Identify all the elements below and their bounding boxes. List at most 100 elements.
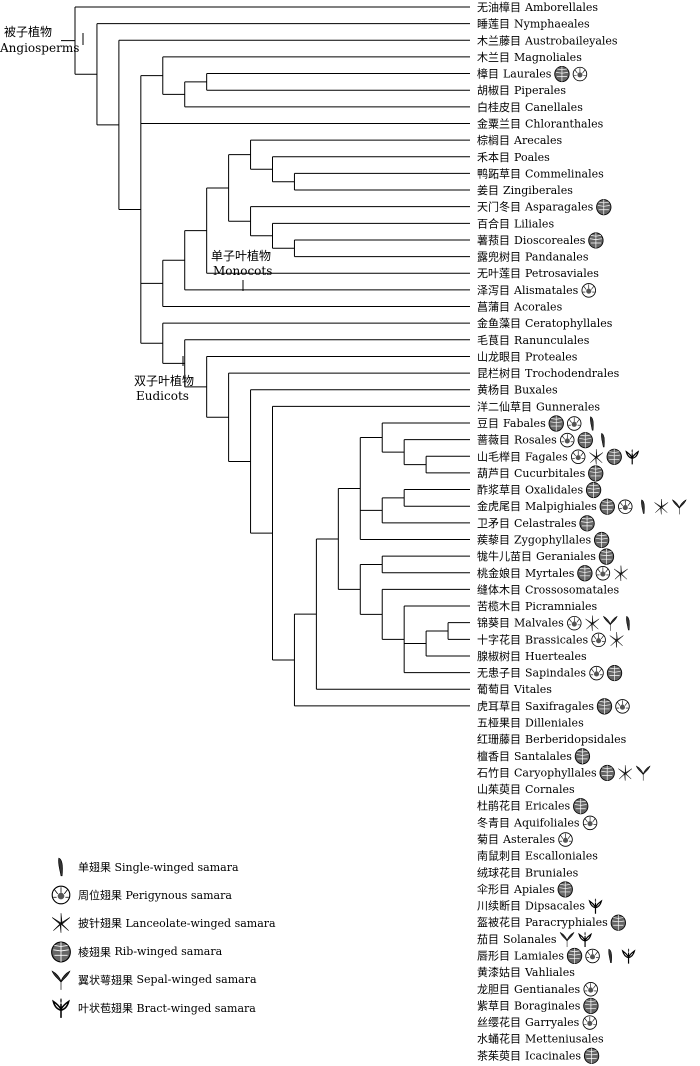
order-name-zh: 五桠果目	[477, 716, 521, 730]
order-name-zh: 伞形目	[477, 882, 510, 896]
legend-label-zh: 叶状苞翅果	[78, 1002, 133, 1016]
order-name-zh: 姜目	[477, 183, 499, 197]
order-name-en: Gunnerales	[536, 400, 600, 413]
bract-winged-samara-icon	[52, 998, 70, 1018]
perigynous-samara-icon	[558, 832, 573, 847]
order-name-en: Chloranthales	[525, 117, 604, 130]
order-name-en: Saxifragales	[525, 700, 594, 713]
order-name-zh: 蔷薇目	[477, 434, 510, 447]
lanceolate-winged-samara-icon	[52, 913, 70, 934]
order-label: 蒺藜目 Zygophyllales	[477, 533, 591, 546]
sepal-winged-samara-icon	[603, 615, 618, 631]
order-name-en: Ranunculales	[514, 334, 590, 347]
order-name-en: Santalales	[514, 750, 572, 763]
order-label: 金粟兰目 Chloranthales	[477, 116, 604, 130]
perigynous-samara-icon	[582, 1015, 598, 1030]
order-label: 木兰目 Magnoliales	[477, 51, 582, 64]
order-label: 蔷薇目 Rosales	[477, 434, 557, 447]
legend-item-sepal: 翼状萼翅果 Sepal-winged samara	[50, 966, 310, 994]
order-name-zh: 金粟兰目	[477, 116, 521, 130]
order-name-zh: 禾本目	[477, 150, 510, 164]
angiosperms-en: Angiosperms	[0, 41, 79, 55]
single-winged-samara-icon	[608, 948, 612, 964]
order-name-en: Oxalidales	[525, 484, 583, 497]
bract-winged-samara-icon	[621, 948, 636, 964]
monocots-zh: 单子叶植物	[211, 248, 271, 263]
order-name-zh: 冬青目	[477, 815, 510, 829]
order-name-zh: 卫矛目	[477, 517, 510, 530]
order-name-zh: 葫芦目	[477, 467, 510, 480]
order-name-en: Bruniales	[525, 866, 579, 879]
order-labels: 无油樟目 Amborellales 睡莲目 Nymphaeales 木兰藤目 Austro…	[477, 0, 627, 1062]
order-name-zh: 苦榄木目	[477, 600, 521, 613]
order-label: 卫矛目 Celastrales	[477, 517, 577, 530]
order-name-en: Piperales	[514, 84, 566, 97]
order-name-en: Pandanales	[525, 251, 589, 264]
order-label: 五桠果目 Dilleniales	[477, 716, 584, 730]
order-name-zh: 茶茱萸目	[477, 1049, 521, 1062]
order-name-zh: 龙胆目	[477, 983, 510, 996]
order-name-en: Metteniusales	[525, 1033, 604, 1046]
order-name-zh: 川续断目	[477, 899, 521, 913]
legend-label-en: Sepal-winged samara	[136, 973, 257, 987]
order-name-en: Laurales	[503, 68, 552, 81]
order-label: 山毛榉目 Fagales	[477, 449, 568, 463]
legend-label-en: Single-winged samara	[114, 860, 239, 874]
bract-winged-samara-icon	[625, 449, 640, 465]
order-label: 昆栏树目 Trochodendrales	[477, 366, 620, 380]
order-name-zh: 唇形目	[477, 949, 510, 962]
rib-winged-samara-icon	[566, 947, 583, 965]
order-label: 石竹目 Caryophyllales	[477, 765, 597, 779]
order-name-zh: 十字花目	[477, 632, 521, 646]
eudicots-en: Eudicots	[136, 389, 189, 403]
legend-label-en: Perigynous samara	[125, 888, 232, 902]
order-label: 木兰藤目 Austrobaileyales	[477, 34, 618, 47]
perigynous-samara-icon	[615, 699, 630, 714]
order-name-en: Buxales	[514, 384, 558, 397]
order-name-en: Vitales	[513, 683, 552, 696]
order-label: 樟目 Laurales	[477, 67, 552, 81]
single-winged-samara-icon	[590, 416, 594, 431]
perigynous-samara-icon	[595, 566, 611, 581]
order-name-zh: 无患子目	[477, 667, 521, 680]
order-label: 水蛹花目 Metteniusales	[477, 1033, 604, 1046]
legend-label-en: Lanceolate-winged samara	[125, 916, 276, 930]
order-label: 天门冬目 Asparagales	[477, 200, 594, 214]
order-label: 缝体木目 Crossosomatales	[477, 582, 619, 596]
bract-winged-samara-icon	[588, 898, 603, 914]
order-name-en: Boraginales	[514, 999, 581, 1012]
order-name-en: Asterales	[502, 833, 555, 846]
perigynous-samara-icon	[567, 615, 582, 631]
order-name-zh: 金虎尾目	[477, 499, 521, 513]
order-name-zh: 黄漆姑目	[477, 965, 521, 979]
order-label: 葫芦目 Cucurbitales	[477, 467, 586, 480]
legend-label-zh: 披针翅果	[78, 917, 122, 931]
order-label: 山茱萸目 Cornales	[477, 783, 575, 796]
order-name-zh: 紫草目	[477, 999, 510, 1012]
order-name-en: Aquifoliales	[513, 816, 580, 829]
order-name-zh: 菖蒲目	[477, 300, 510, 314]
perigynous-samara-icon	[51, 885, 71, 905]
legend-item-rib: 棱翅果 Rib-winged samara	[50, 938, 310, 966]
order-label: 苦榄木目 Picramniales	[477, 600, 598, 613]
tree-branches	[61, 6, 470, 707]
order-label: 白桂皮目 Canellales	[477, 100, 583, 114]
order-name-en: Dioscoreales	[514, 234, 586, 247]
order-label: 茄目 Solanales	[477, 932, 557, 946]
order-name-zh: 酢浆草目	[477, 483, 521, 497]
rib-winged-samara-icon	[554, 65, 570, 83]
order-name-zh: 山茱萸目	[477, 783, 521, 796]
order-label: 腺椒树目 Huerteales	[477, 649, 587, 663]
order-name-zh: 山毛榉目	[477, 449, 521, 463]
order-name-zh: 睡莲目	[477, 18, 510, 31]
rib-winged-samara-icon	[606, 665, 623, 682]
order-label: 盔被花目 Paracryphiales	[477, 915, 608, 929]
order-name-zh: 葡萄目	[477, 683, 510, 696]
legend: 单翅果 Single-winged samara 周位翅果 Perigynous…	[50, 853, 310, 1022]
order-name-en: Rosales	[514, 434, 557, 447]
order-name-en: Fagales	[525, 450, 568, 463]
perigynous-samara-icon	[589, 665, 604, 681]
order-name-zh: 金鱼藻目	[477, 316, 521, 330]
order-name-zh: 牻牛儿苗目	[477, 549, 532, 563]
order-name-en: Petrosaviales	[525, 267, 599, 280]
